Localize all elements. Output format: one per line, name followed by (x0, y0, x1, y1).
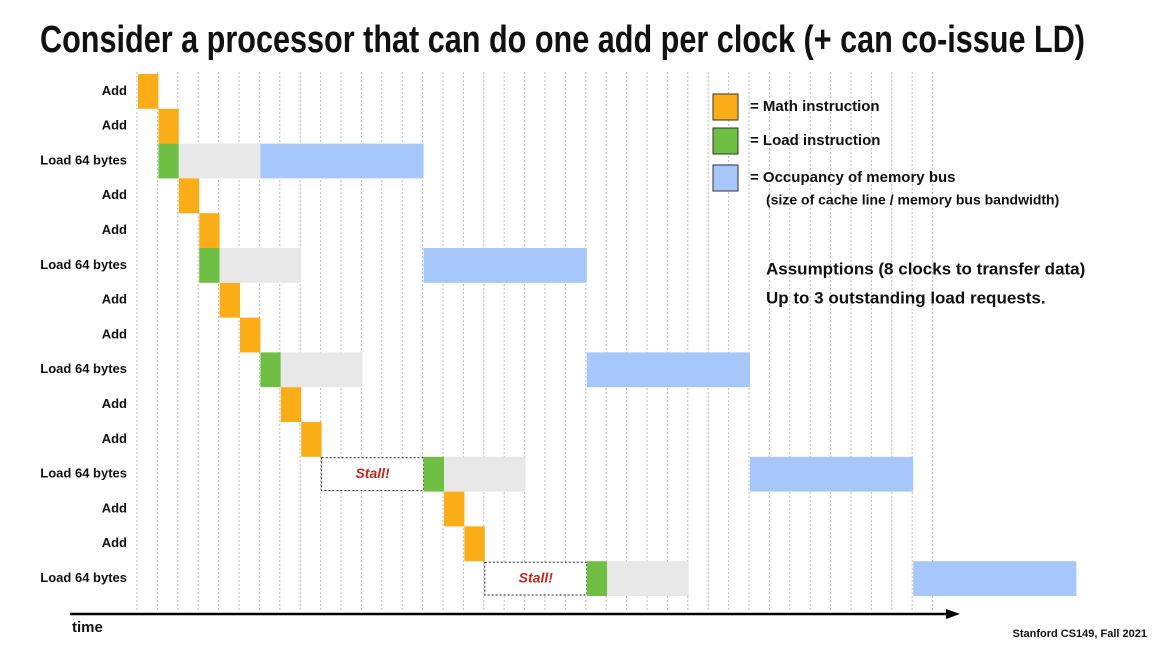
wait-block (280, 352, 363, 388)
row-label: Load 64 bytes (40, 361, 127, 376)
legend-bus-swatch (712, 164, 739, 192)
legend-text: = Load instruction (750, 132, 880, 149)
math-block (138, 74, 159, 109)
wait-block (178, 143, 261, 179)
math-block (464, 526, 485, 562)
bus-block (260, 143, 424, 179)
legend-text: = Math instruction (750, 98, 880, 115)
axis-label: time (72, 619, 103, 636)
math-block (199, 213, 220, 248)
stall-label: Stall! (355, 465, 390, 481)
footer: Stanford CS149, Fall 2021 (1013, 628, 1148, 640)
load-block (423, 456, 444, 492)
load-block (199, 248, 220, 283)
row-label: Add (102, 500, 127, 515)
load-block (586, 561, 608, 596)
row-label: Add (102, 222, 127, 237)
legend-note: (size of cache line / memory bus bandwid… (766, 192, 1059, 208)
time-arrow (946, 609, 960, 619)
slide-title: Consider a processor that can do one add… (40, 19, 1085, 61)
wait-block (444, 456, 526, 492)
bus-block (913, 561, 1077, 596)
math-block (280, 387, 302, 422)
math-block (178, 178, 200, 214)
row-label: Add (102, 431, 127, 446)
row-label: Add (102, 118, 127, 133)
math-block (219, 282, 240, 318)
row-label: Load 64 bytes (40, 152, 127, 167)
legend-text: = Occupancy of memory bus (750, 169, 955, 186)
row-label: Load 64 bytes (40, 466, 127, 481)
wait-block (219, 248, 302, 283)
bus-block (586, 352, 750, 388)
row-label: Add (102, 396, 127, 411)
row-label: Add (102, 326, 127, 341)
row-label: Add (102, 292, 127, 307)
row-label: Add (102, 187, 127, 202)
bus-block (423, 248, 587, 283)
row-label: Load 64 bytes (40, 257, 127, 272)
load-block (260, 352, 281, 388)
math-block (158, 108, 179, 144)
legend-math-swatch (712, 93, 739, 121)
load-block (158, 143, 179, 179)
bus-block (750, 456, 914, 492)
row-label: Load 64 bytes (40, 570, 127, 585)
row-label: Add (102, 83, 127, 98)
assumption: Up to 3 outstanding load requests. (766, 288, 1046, 307)
timeline: Add Add Load 64 bytes Add Add Load 64 bytes Ad… (40, 74, 1077, 596)
legend-load-swatch (712, 127, 739, 155)
math-block (240, 317, 261, 353)
math-block (444, 491, 465, 527)
stall-box (484, 561, 588, 596)
assumption: Assumptions (8 clocks to transfer data) (766, 259, 1085, 278)
math-block (301, 422, 322, 457)
stall-label: Stall! (519, 569, 554, 585)
stall-box (321, 457, 425, 492)
wait-block (607, 561, 689, 596)
row-label: Add (102, 535, 127, 550)
